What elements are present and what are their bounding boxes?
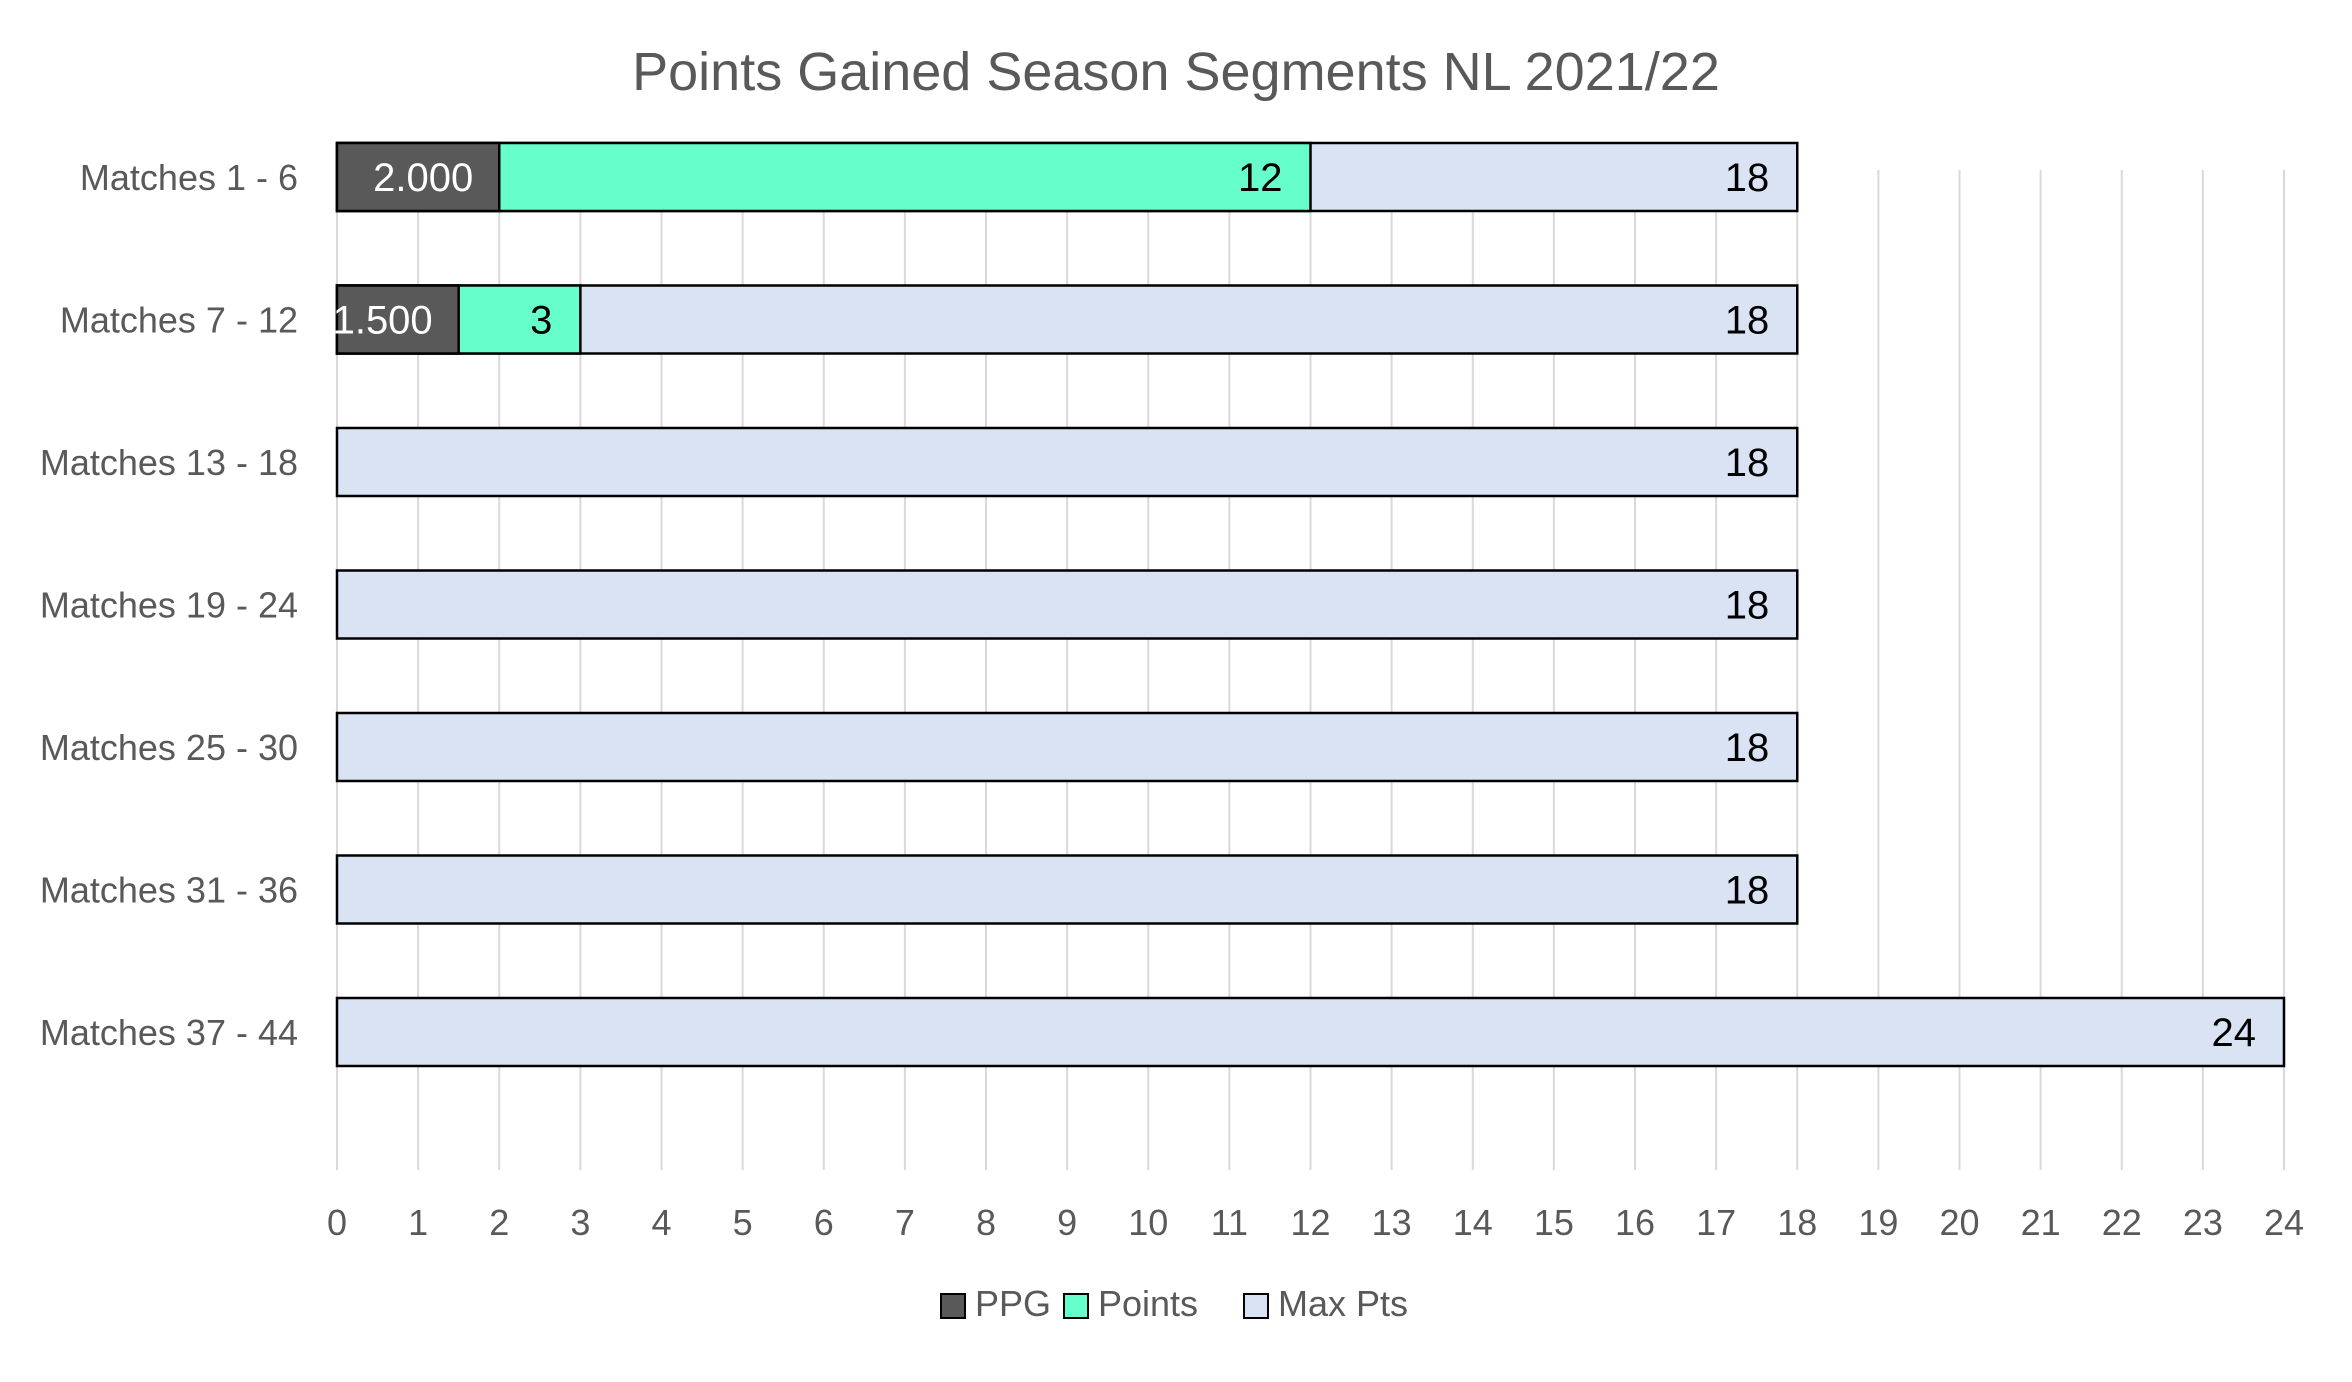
legend-swatch [940, 1293, 966, 1319]
legend-swatch [1243, 1293, 1269, 1319]
x-tick-label: 24 [2264, 1202, 2304, 1243]
legend-label: Max Pts [1278, 1283, 1408, 1324]
legend-label: Points [1098, 1283, 1198, 1324]
x-tick-label: 18 [1777, 1202, 1817, 1243]
bar-ppg [335, 141, 501, 213]
data-label-points: 3 [530, 299, 552, 343]
chart-title: Points Gained Season Segments NL 2021/22 [632, 42, 1720, 102]
data-label-max-pts: 18 [1725, 299, 1770, 343]
x-tick-label: 1 [408, 1202, 428, 1243]
data-label-max-pts: 18 [1725, 156, 1770, 200]
category-label: Matches 25 - 30 [40, 727, 298, 768]
x-tick-label: 12 [1290, 1202, 1330, 1243]
bar-max-pts [335, 569, 1799, 640]
data-label-max-pts: 18 [1725, 584, 1770, 628]
x-tick-label: 5 [733, 1202, 753, 1243]
data-label-ppg: 2.000 [373, 156, 473, 200]
legend: PPG Points Max Pts [940, 1283, 1408, 1324]
legend-swatch [1063, 1293, 1089, 1319]
x-tick-label: 10 [1128, 1202, 1168, 1243]
x-tick-label: 11 [1211, 1202, 1248, 1243]
legend-label: PPG [975, 1283, 1051, 1324]
bar-ppg [335, 284, 460, 355]
x-tick-label: 22 [2102, 1202, 2142, 1243]
data-labels: 2.000 12 18 1.500 3 18 18 18 18 18 24 [333, 156, 2256, 1055]
x-tick-label: 21 [2021, 1202, 2061, 1243]
category-label: Matches 37 - 44 [40, 1012, 298, 1053]
bar-max-pts [335, 854, 1799, 925]
x-tick-label: 15 [1534, 1202, 1574, 1243]
data-label-ppg: 1.500 [333, 299, 433, 343]
data-label-max-pts: 18 [1725, 869, 1770, 913]
data-label-max-pts: 24 [2212, 1011, 2257, 1055]
x-tick-label: 4 [651, 1202, 671, 1243]
x-tick-label: 23 [2183, 1202, 2223, 1243]
bar-max-pts [335, 711, 1799, 783]
x-tick-label: 0 [327, 1202, 347, 1243]
x-tick-label: 3 [570, 1202, 590, 1243]
x-tick-label: 6 [814, 1202, 834, 1243]
category-label: Matches 1 - 6 [80, 157, 298, 198]
x-tick-label: 2 [489, 1202, 509, 1243]
data-label-points: 12 [1238, 156, 1283, 200]
x-tick-label: 14 [1453, 1202, 1493, 1243]
bar-max-pts [335, 426, 1799, 498]
category-label: Matches 13 - 18 [40, 442, 298, 483]
x-tick-label: 16 [1615, 1202, 1655, 1243]
category-label: Matches 7 - 12 [60, 300, 298, 341]
category-label: Matches 31 - 36 [40, 870, 298, 911]
category-axis: Matches 1 - 6 Matches 7 - 12 Matches 13 - … [40, 157, 298, 1053]
x-tick-label: 19 [1858, 1202, 1898, 1243]
bar-max-pts [335, 996, 2286, 1068]
category-label: Matches 19 - 24 [40, 585, 298, 626]
x-tick-label: 13 [1372, 1202, 1412, 1243]
x-tick-label: 20 [1939, 1202, 1979, 1243]
value-axis: 0 1 2 3 4 5 6 7 8 9 10 11 12 13 14 15 16 17 18 19 20 21 22 23 24 [327, 1202, 2304, 1243]
x-tick-label: 9 [1057, 1202, 1077, 1243]
data-label-max-pts: 18 [1725, 441, 1770, 485]
bars [335, 141, 2286, 1068]
data-label-max-pts: 18 [1725, 726, 1770, 770]
x-tick-label: 8 [976, 1202, 996, 1243]
x-tick-label: 7 [895, 1202, 915, 1243]
x-tick-label: 17 [1696, 1202, 1736, 1243]
